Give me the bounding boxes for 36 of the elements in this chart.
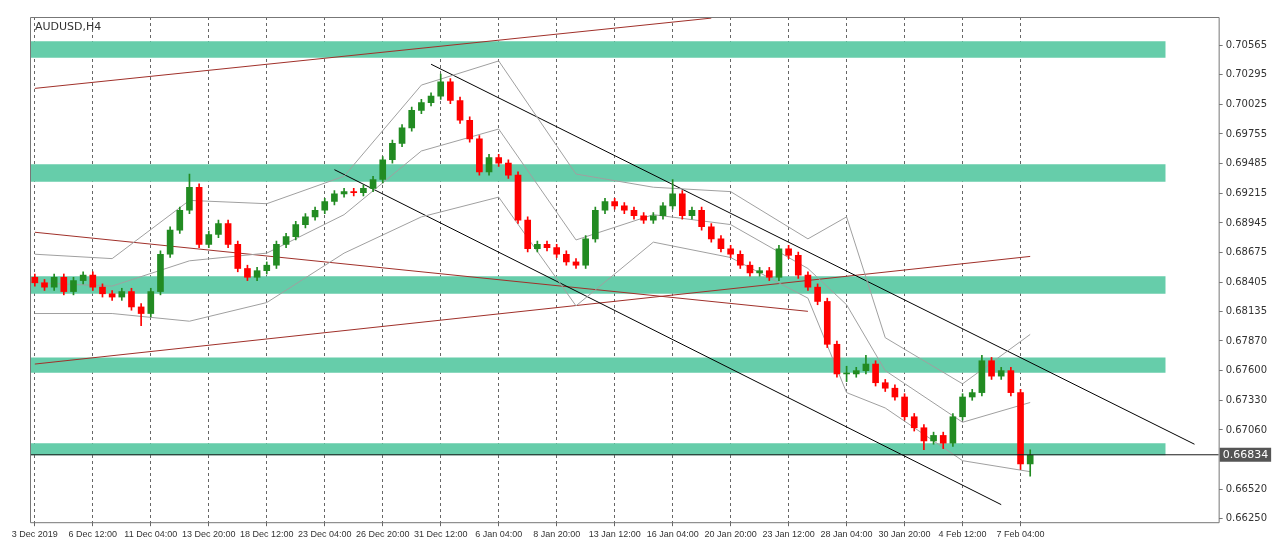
y-tick-label: 0.69755: [1225, 127, 1268, 139]
y-tick-label: 0.70025: [1225, 97, 1268, 109]
y-tick-label: 0.68405: [1225, 275, 1268, 287]
y-tick-label: 0.70565: [1225, 38, 1268, 50]
x-tick-label: 11 Dec 04:00: [124, 529, 178, 540]
y-tick-label: 0.70295: [1225, 68, 1268, 80]
y-tick-label: 0.69215: [1225, 186, 1268, 198]
x-tick-label: 30 Jan 20:00: [878, 529, 931, 540]
x-tick-label: 23 Jan 12:00: [762, 529, 815, 540]
x-tick-label: 6 Jan 04:00: [475, 529, 523, 540]
y-tick-label: 0.67600: [1225, 364, 1268, 376]
x-tick-label: 13 Dec 20:00: [182, 529, 236, 540]
ref-line-label: 0.66834: [1222, 447, 1269, 461]
x-tick-label: 16 Jan 04:00: [646, 529, 699, 540]
y-tick-label: 0.67330: [1225, 393, 1268, 405]
y-tick-label: 0.68135: [1225, 305, 1268, 317]
x-tick-label: 8 Jan 20:00: [533, 529, 581, 540]
chart-title: AUDUSD,H4: [35, 20, 102, 34]
y-tick-label: 0.66250: [1225, 512, 1268, 524]
x-tick-label: 31 Dec 12:00: [413, 529, 468, 540]
y-tick-label: 0.66520: [1225, 482, 1268, 494]
x-tick-label: 28 Jan 04:00: [820, 529, 873, 540]
y-tick-label: 0.69485: [1225, 157, 1268, 169]
x-tick-label: 3 Dec 2019: [11, 529, 58, 540]
x-tick-label: 23 Dec 04:00: [297, 529, 352, 540]
x-tick-label: 7 Feb 04:00: [996, 529, 1045, 540]
y-tick-label: 0.67870: [1225, 334, 1268, 346]
x-tick-label: 18 Dec 12:00: [239, 529, 294, 540]
y-tick-label: 0.67060: [1225, 423, 1268, 435]
y-tick-label: 0.68945: [1225, 216, 1268, 228]
x-tick-label: 20 Jan 20:00: [704, 529, 757, 540]
y-tick-label: 0.68675: [1225, 246, 1268, 258]
x-tick-label: 13 Jan 12:00: [588, 529, 641, 540]
x-tick-label: 4 Feb 12:00: [938, 529, 987, 540]
x-tick-label: 26 Dec 20:00: [355, 529, 410, 540]
x-tick-label: 6 Dec 12:00: [68, 529, 118, 540]
